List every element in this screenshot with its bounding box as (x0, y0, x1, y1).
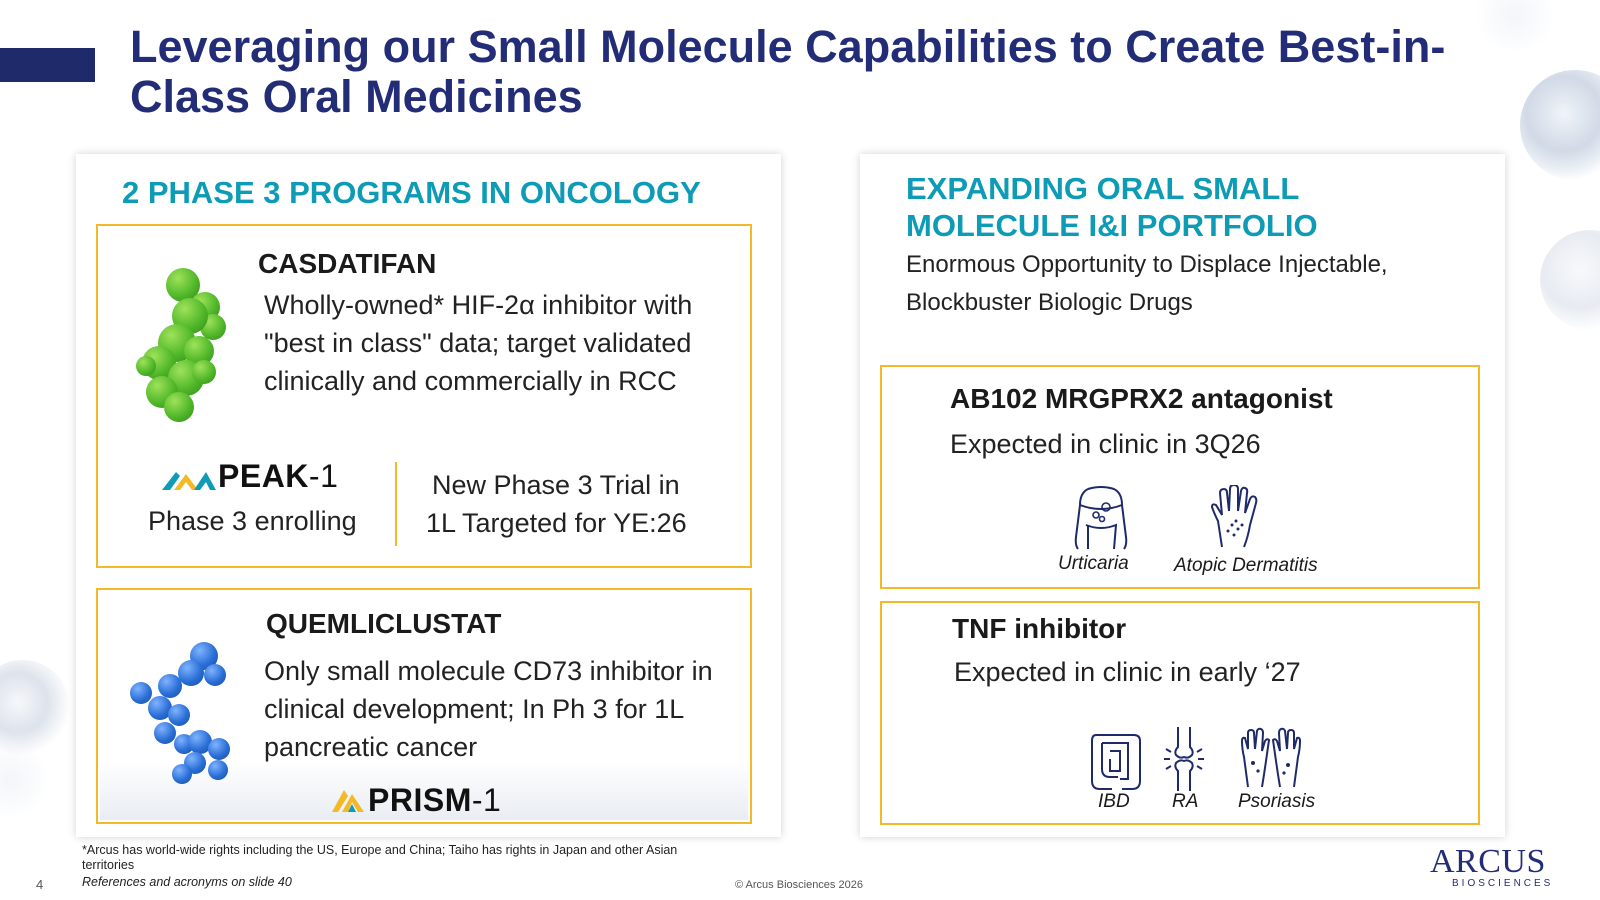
arcus-logo-sub: BIOSCIENCES (1452, 878, 1554, 889)
ab102-status: Expected in clinic in 3Q26 (950, 429, 1261, 459)
decorative-cell-image (0, 740, 50, 820)
tnf-status: Expected in clinic in early ‘27 (954, 657, 1301, 687)
ii-subheading-line2: Blockbuster Biologic Drugs (906, 289, 1193, 316)
ii-heading-line2: MOLECULE I&I PORTFOLIO (906, 208, 1318, 243)
ii-heading-line1: EXPANDING ORAL SMALL (906, 171, 1300, 206)
new-trial-line2: 1L Targeted for YE:26 (426, 508, 687, 538)
peak-1-logo: PEAK-1 (218, 458, 339, 494)
peak-logo-mark-icon (162, 472, 216, 490)
tnf-box: TNF inhibitor Expected in clinic in earl… (880, 601, 1480, 825)
ii-portfolio-card: EXPANDING ORAL SMALL MOLECULE I&I PORTFO… (860, 154, 1505, 837)
ibd-label: IBD (1098, 791, 1130, 812)
oncology-card: 2 PHASE 3 PROGRAMS IN ONCOLOGY CASDATIFA… (76, 154, 781, 837)
oncology-heading: 2 PHASE 3 PROGRAMS IN ONCOLOGY (122, 175, 701, 210)
quemliclustat-name: QUEMLICLUSTAT (266, 608, 502, 639)
footnote: *Arcus has world-wide rights including t… (82, 843, 678, 872)
ii-subheading-line1: Enormous Opportunity to Displace Injecta… (906, 251, 1388, 278)
slide-title: Leveraging our Small Molecule Capabiliti… (130, 21, 1446, 122)
ab102-name: AB102 MRGPRX2 antagonist (950, 383, 1333, 414)
atopic-dermatitis-label: Atopic Dermatitis (1174, 555, 1318, 576)
references-note: References and acronyms on slide 40 (82, 875, 292, 889)
decorative-cell-image (1540, 230, 1600, 330)
ab102-box: AB102 MRGPRX2 antagonist Expected in cli… (880, 365, 1480, 589)
quemliclustat-box: QUEMLICLUSTAT Only small molecule CD73 i… (96, 588, 752, 824)
ra-label: RA (1172, 791, 1199, 812)
casdatifan-molecule-image (128, 264, 238, 434)
atopic-dermatitis-hand-icon (1210, 485, 1258, 548)
decorative-cell-image (1520, 70, 1600, 180)
ra-joint-icon (1164, 727, 1204, 791)
psoriasis-hands-icon (1240, 727, 1302, 788)
casdatifan-description: Wholly-owned* HIF-2α inhibitor with "bes… (264, 290, 693, 396)
urticaria-back-icon (1074, 486, 1128, 550)
tnf-name: TNF inhibitor (952, 613, 1127, 644)
psoriasis-label: Psoriasis (1238, 791, 1316, 812)
ibd-intestine-icon (1091, 734, 1141, 790)
page-number: 4 (36, 877, 44, 892)
new-trial-line1: New Phase 3 Trial in (432, 470, 680, 500)
peak-trial-status: Phase 3 enrolling (148, 506, 357, 536)
quemliclustat-molecule-image (124, 638, 244, 788)
urticaria-label: Urticaria (1058, 553, 1129, 574)
prism-1-logo: PRISM-1 (368, 782, 502, 818)
arcus-logo-main: ARCUS (1430, 843, 1546, 880)
trial-divider (395, 462, 397, 546)
quemliclustat-description: Only small molecule CD73 inhibitor in cl… (264, 656, 713, 762)
arcus-logo: ARCUS BIOSCIENCES (1430, 843, 1560, 893)
title-accent-bar (0, 48, 95, 82)
prism-logo-mark-icon (332, 790, 364, 812)
casdatifan-box: CASDATIFAN Wholly-owned* HIF-2α inhibito… (96, 224, 752, 568)
casdatifan-name: CASDATIFAN (258, 248, 437, 279)
copyright: © Arcus Biosciences 2026 (735, 879, 863, 891)
